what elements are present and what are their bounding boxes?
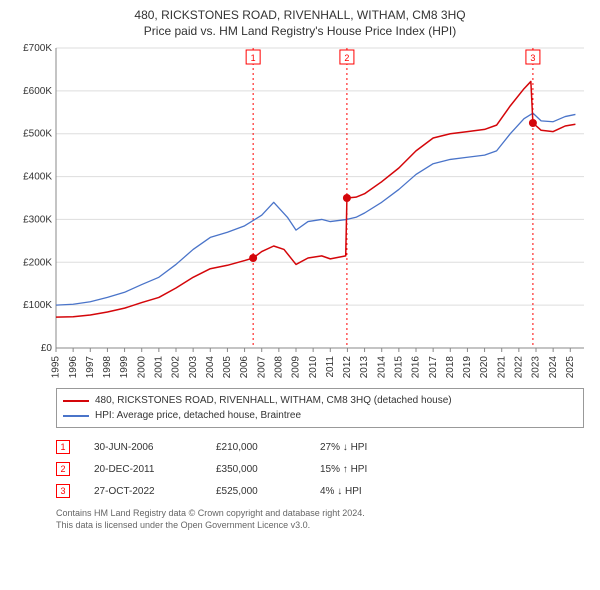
legend: 480, RICKSTONES ROAD, RIVENHALL, WITHAM,…	[56, 388, 584, 428]
legend-row: 480, RICKSTONES ROAD, RIVENHALL, WITHAM,…	[63, 393, 577, 408]
sale-row: 1 30-JUN-2006 £210,000 27% ↓ HPI	[56, 436, 584, 458]
sale-delta: 15% ↑ HPI	[320, 464, 410, 475]
svg-text:2009: 2009	[291, 356, 302, 379]
svg-text:2013: 2013	[359, 356, 370, 379]
sale-marker: 1	[56, 440, 70, 454]
svg-text:2005: 2005	[222, 356, 233, 379]
sale-delta: 4% ↓ HPI	[320, 486, 410, 497]
svg-text:2023: 2023	[531, 356, 542, 379]
legend-swatch	[63, 400, 89, 402]
svg-text:1: 1	[251, 53, 256, 63]
svg-text:£600K: £600K	[23, 86, 52, 97]
svg-text:£200K: £200K	[23, 257, 52, 268]
page: 480, RICKSTONES ROAD, RIVENHALL, WITHAM,…	[0, 0, 600, 590]
title-address: 480, RICKSTONES ROAD, RIVENHALL, WITHAM,…	[10, 8, 590, 22]
svg-text:2015: 2015	[393, 356, 404, 379]
svg-text:2008: 2008	[273, 356, 284, 379]
sale-date: 20-DEC-2011	[94, 464, 192, 475]
legend-swatch	[63, 415, 89, 417]
svg-text:2012: 2012	[342, 356, 353, 379]
svg-text:2019: 2019	[462, 356, 473, 379]
svg-text:2018: 2018	[445, 356, 456, 379]
svg-text:1995: 1995	[51, 356, 62, 379]
chart-svg: £0 £100K £200K £300K £400K £500K £600K £700K 199…	[10, 42, 590, 382]
svg-text:2014: 2014	[376, 356, 387, 379]
legend-row: HPI: Average price, detached house, Brai…	[63, 408, 577, 423]
title-block: 480, RICKSTONES ROAD, RIVENHALL, WITHAM,…	[0, 0, 600, 42]
svg-text:2011: 2011	[325, 356, 336, 378]
svg-text:2006: 2006	[239, 356, 250, 379]
sale-delta: 27% ↓ HPI	[320, 442, 410, 453]
svg-text:£300K: £300K	[23, 214, 52, 225]
svg-text:£0: £0	[41, 343, 53, 354]
svg-text:1999: 1999	[119, 356, 130, 379]
svg-text:2024: 2024	[548, 356, 559, 379]
svg-text:2: 2	[344, 53, 349, 63]
attribution: Contains HM Land Registry data © Crown c…	[56, 508, 584, 531]
svg-text:2025: 2025	[565, 356, 576, 379]
sale-row: 2 20-DEC-2011 £350,000 15% ↑ HPI	[56, 458, 584, 480]
svg-text:2020: 2020	[479, 356, 490, 379]
sale-row: 3 27-OCT-2022 £525,000 4% ↓ HPI	[56, 480, 584, 502]
svg-text:£700K: £700K	[23, 43, 52, 54]
svg-text:2007: 2007	[256, 356, 267, 379]
svg-text:2001: 2001	[153, 356, 164, 379]
legend-label: 480, RICKSTONES ROAD, RIVENHALL, WITHAM,…	[95, 395, 452, 406]
legend-label: HPI: Average price, detached house, Brai…	[95, 410, 301, 421]
svg-text:1996: 1996	[68, 356, 79, 379]
chart: £0 £100K £200K £300K £400K £500K £600K £700K 199…	[10, 42, 590, 382]
svg-text:2003: 2003	[188, 356, 199, 379]
sale-price: £210,000	[216, 442, 296, 453]
svg-text:1998: 1998	[102, 356, 113, 379]
sale-marker: 3	[56, 484, 70, 498]
title-subtitle: Price paid vs. HM Land Registry's House …	[10, 24, 590, 38]
svg-text:£100K: £100K	[23, 300, 52, 311]
svg-text:2000: 2000	[136, 356, 147, 379]
svg-text:2004: 2004	[205, 356, 216, 379]
sale-price: £525,000	[216, 486, 296, 497]
svg-text:1997: 1997	[85, 356, 96, 379]
svg-text:2002: 2002	[171, 356, 182, 379]
svg-text:2021: 2021	[496, 356, 507, 379]
attribution-line2: This data is licensed under the Open Gov…	[56, 520, 584, 532]
sale-date: 30-JUN-2006	[94, 442, 192, 453]
sales-table: 1 30-JUN-2006 £210,000 27% ↓ HPI 2 20-DEC-201…	[56, 436, 584, 502]
svg-text:2022: 2022	[513, 356, 524, 379]
svg-text:£500K: £500K	[23, 129, 52, 140]
svg-text:2016: 2016	[411, 356, 422, 379]
attribution-line1: Contains HM Land Registry data © Crown c…	[56, 508, 584, 520]
sale-marker: 2	[56, 462, 70, 476]
svg-text:2017: 2017	[428, 356, 439, 379]
svg-text:£400K: £400K	[23, 172, 52, 183]
sale-price: £350,000	[216, 464, 296, 475]
svg-text:2010: 2010	[308, 356, 319, 379]
svg-text:3: 3	[530, 53, 535, 63]
sale-date: 27-OCT-2022	[94, 486, 192, 497]
